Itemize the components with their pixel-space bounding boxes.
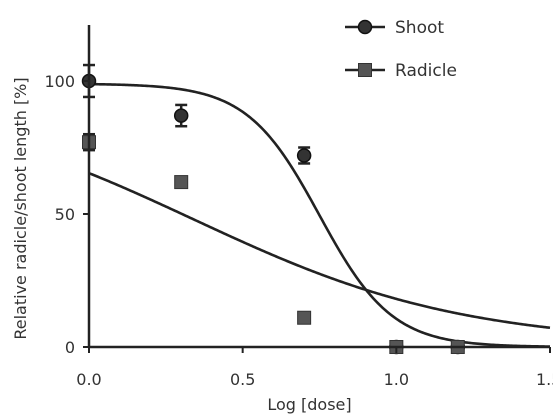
data-point-radicle [297, 310, 312, 325]
legend-marker-radicle [358, 63, 372, 77]
data-point-shoot [296, 148, 312, 163]
legend: Shoot Radicle [345, 18, 457, 81]
x-axis-title: Log [dose] [267, 395, 351, 414]
y-tick-label: 50 [55, 205, 75, 224]
plot-area [81, 63, 551, 355]
x-tick-label: 0.5 [230, 370, 255, 389]
legend-marker-shoot [357, 19, 373, 35]
x-tick-label: 1.5 [536, 370, 553, 389]
legend-label-shoot: Shoot [395, 18, 444, 38]
y-axis-title: Relative radicle/shoot length [%] [11, 77, 30, 339]
data-point-shoot [173, 108, 189, 123]
x-tick-label: 0.0 [76, 370, 101, 389]
legend-label-radicle: Radicle [395, 61, 457, 81]
y-tick-label: 100 [44, 72, 75, 91]
y-tick-label: 0 [65, 338, 75, 357]
fit-curve-radicle [88, 171, 551, 330]
axes: 0.0 0.5 1.0 1.5 0 50 100 Log [dose] Relative rad… [11, 25, 553, 414]
x-tick-label: 1.0 [384, 370, 409, 389]
fit-curve-shoot [88, 82, 551, 348]
data-point-radicle [174, 175, 189, 190]
